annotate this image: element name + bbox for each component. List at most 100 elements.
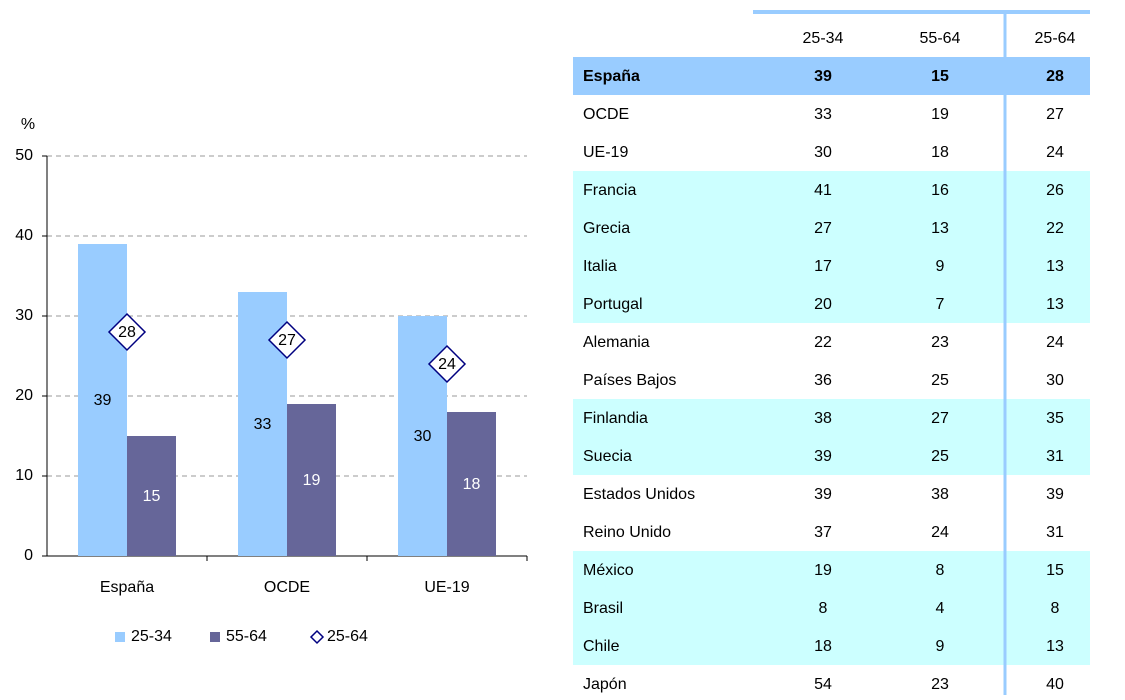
cell: 8 xyxy=(819,600,828,617)
bar xyxy=(287,404,336,556)
cell: 41 xyxy=(814,182,832,199)
legend-swatch xyxy=(115,632,125,642)
y-tick-label: 40 xyxy=(15,227,33,244)
row-label: Suecia xyxy=(583,448,632,465)
cell: 9 xyxy=(936,258,945,275)
row-label: México xyxy=(583,562,634,579)
y-axis-label: % xyxy=(21,116,35,133)
cell: 39 xyxy=(1046,486,1064,503)
row-label: Reino Unido xyxy=(583,524,671,541)
cell: 38 xyxy=(814,410,832,427)
cell: 54 xyxy=(814,676,832,693)
cell: 22 xyxy=(1046,220,1064,237)
data-label: 28 xyxy=(118,324,136,341)
cell: 38 xyxy=(931,486,949,503)
legend-swatch xyxy=(210,632,220,642)
legend-swatch xyxy=(309,629,325,645)
y-tick-label: 20 xyxy=(15,387,33,404)
cell: 31 xyxy=(1046,448,1064,465)
row-label: Portugal xyxy=(583,296,643,313)
cell: 36 xyxy=(814,372,832,389)
cell: 30 xyxy=(814,144,832,161)
cell: 24 xyxy=(931,524,949,541)
cell: 13 xyxy=(1046,638,1064,655)
cell: 18 xyxy=(931,144,949,161)
cell: 39 xyxy=(814,448,832,465)
row-label: Brasil xyxy=(583,600,623,617)
cell: 27 xyxy=(931,410,949,427)
cell: 20 xyxy=(814,296,832,313)
cell: 4 xyxy=(936,600,945,617)
y-tick-label: 50 xyxy=(15,147,33,164)
row-label: Italia xyxy=(583,258,617,275)
marker xyxy=(267,320,307,360)
bar xyxy=(447,412,496,556)
column-header: 55-64 xyxy=(920,30,961,47)
marker xyxy=(107,312,147,352)
cell: 25 xyxy=(931,448,949,465)
legend-label: 25-34 xyxy=(131,628,172,645)
x-tick-label: España xyxy=(100,579,154,596)
x-tick-label: UE-19 xyxy=(424,579,469,596)
cell: 37 xyxy=(814,524,832,541)
cell: 9 xyxy=(936,638,945,655)
cell: 13 xyxy=(931,220,949,237)
row-label: Alemania xyxy=(583,334,650,351)
cell: 27 xyxy=(1046,106,1064,123)
data-label: 27 xyxy=(278,332,296,349)
cell: 30 xyxy=(1046,372,1064,389)
data-label: 39 xyxy=(94,392,112,409)
y-tick-label: 0 xyxy=(24,547,33,564)
cell: 23 xyxy=(931,676,949,693)
bar xyxy=(78,244,127,556)
cell: 39 xyxy=(814,68,832,85)
row-label: Japón xyxy=(583,676,627,693)
cell: 27 xyxy=(814,220,832,237)
cell: 8 xyxy=(1051,600,1060,617)
data-label: 19 xyxy=(303,472,321,489)
cell: 39 xyxy=(814,486,832,503)
row-fill xyxy=(573,589,1090,627)
row-label: Países Bajos xyxy=(583,372,676,389)
cell: 19 xyxy=(931,106,949,123)
column-header: 25-64 xyxy=(1035,30,1076,47)
x-tick-label: OCDE xyxy=(264,579,310,596)
column-header: 25-34 xyxy=(803,30,844,47)
cell: 16 xyxy=(931,182,949,199)
y-tick-label: 10 xyxy=(15,467,33,484)
row-label: UE-19 xyxy=(583,144,628,161)
y-tick-label: 30 xyxy=(15,307,33,324)
marker xyxy=(427,344,467,384)
data-label: 18 xyxy=(463,476,481,493)
row-label: Estados Unidos xyxy=(583,486,695,503)
row-label: España xyxy=(583,68,640,85)
data-label: 33 xyxy=(254,416,272,433)
cell: 13 xyxy=(1046,296,1064,313)
legend-label: 55-64 xyxy=(226,628,267,645)
cell: 22 xyxy=(814,334,832,351)
row-label: Grecia xyxy=(583,220,630,237)
cell: 35 xyxy=(1046,410,1064,427)
cell: 24 xyxy=(1046,334,1064,351)
row-label: Chile xyxy=(583,638,620,655)
data-label: 24 xyxy=(438,356,456,373)
bar xyxy=(127,436,176,556)
legend-label: 25-64 xyxy=(327,628,368,645)
cell: 28 xyxy=(1046,68,1064,85)
cell: 40 xyxy=(1046,676,1064,693)
cell: 8 xyxy=(936,562,945,579)
row-label: Finlandia xyxy=(583,410,648,427)
cell: 17 xyxy=(814,258,832,275)
row-label: Francia xyxy=(583,182,636,199)
cell: 15 xyxy=(1046,562,1064,579)
row-label: OCDE xyxy=(583,106,629,123)
cell: 18 xyxy=(814,638,832,655)
cell: 26 xyxy=(1046,182,1064,199)
cell: 23 xyxy=(931,334,949,351)
cell: 31 xyxy=(1046,524,1064,541)
cell: 24 xyxy=(1046,144,1064,161)
data-label: 15 xyxy=(143,488,161,505)
data-label: 30 xyxy=(414,428,432,445)
